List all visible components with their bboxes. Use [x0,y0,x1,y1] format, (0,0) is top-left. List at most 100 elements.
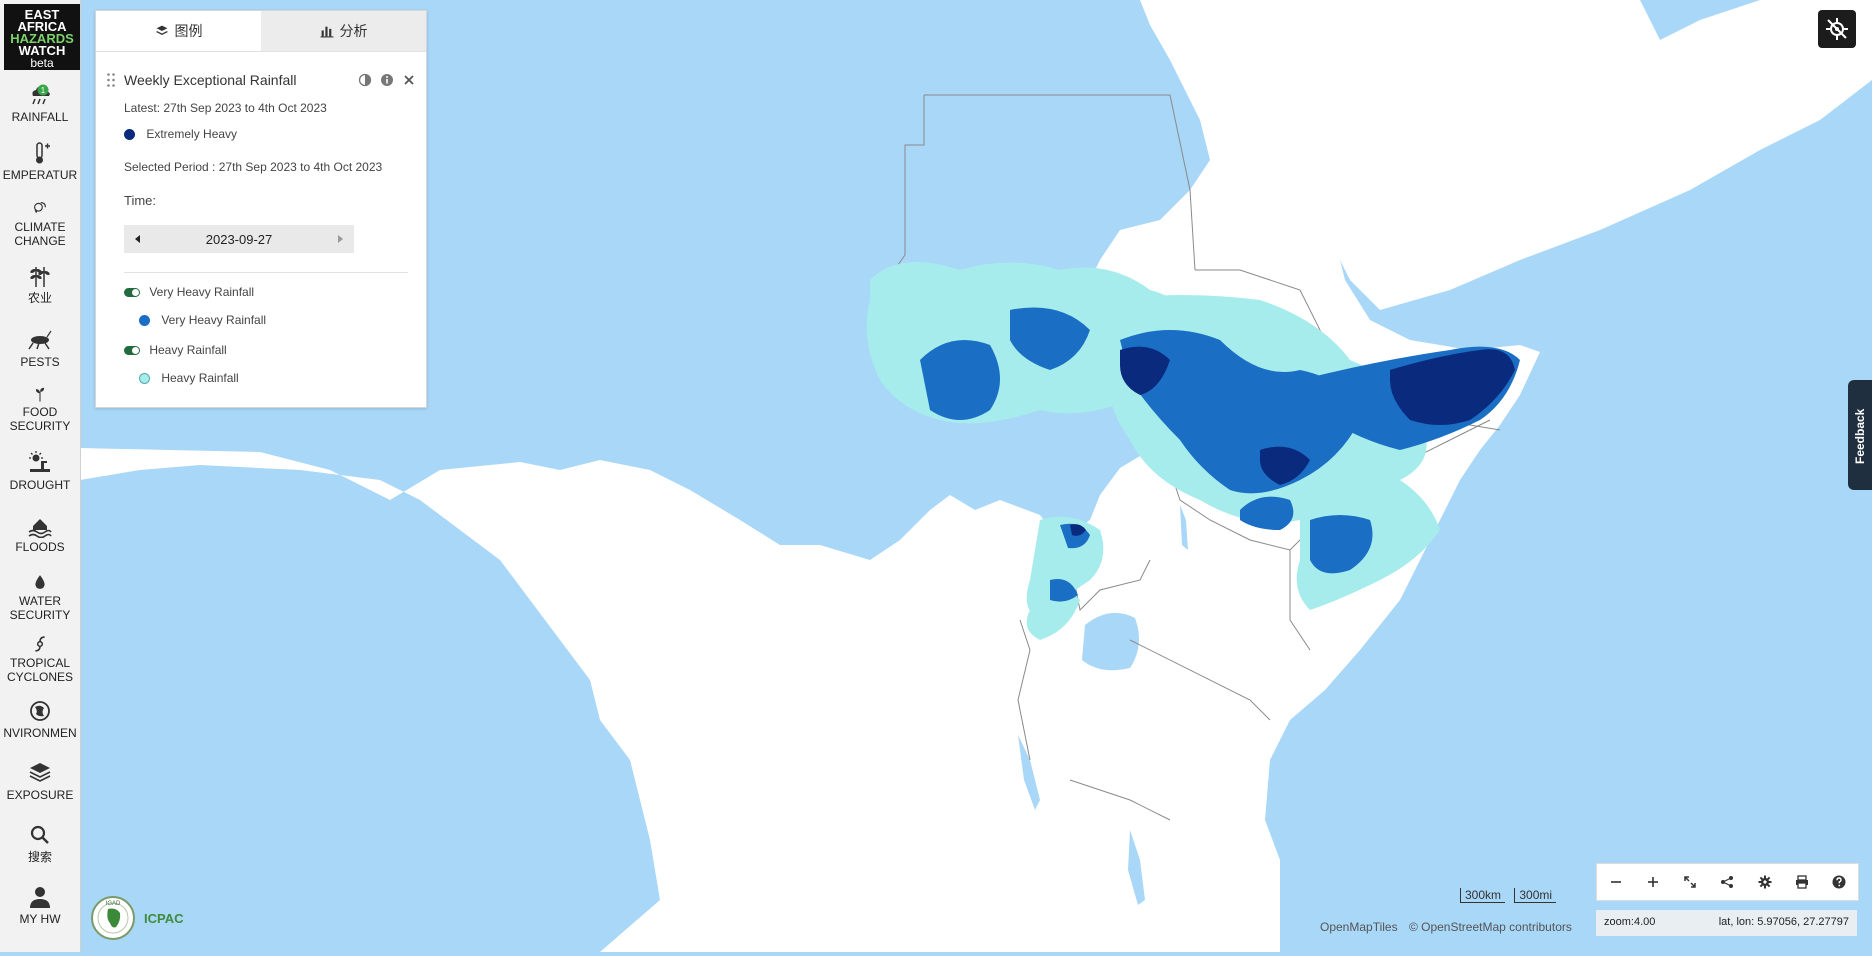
wheat-icon [30,267,50,287]
print-button[interactable] [1791,871,1813,893]
legend-label: Heavy Rainfall [161,371,239,385]
time-next-button[interactable] [326,225,354,253]
search-icon [30,825,49,844]
sidebar-item-food-security[interactable]: FOOD SECURITY [0,385,80,433]
logo-line-2: AFRICA [17,19,67,34]
sidebar-item-agriculture[interactable]: 农业 [0,263,80,305]
sidebar-item-label: 农业 [27,291,52,305]
lake-turkana [1180,505,1188,550]
lake-tanganyika [1018,735,1040,810]
layer-header: Weekly Exceptional Rainfall [106,69,416,91]
logo-line-3: HAZARDS [10,31,74,46]
toggle-switch[interactable] [124,346,140,356]
sublayer-label: Heavy Rainfall [149,343,227,357]
sidebar-item-tropical-cyclones[interactable]: TROPICAL CYCLONES [0,634,80,684]
layers-icon [155,25,168,35]
map-canvas[interactable] [80,0,1872,952]
selected-period: Selected Period : 27th Sep 2023 to 4th O… [124,160,383,174]
app-logo[interactable]: EAST AFRICA HAZARDS WATCH beta [4,4,80,70]
settings-button[interactable] [1754,871,1776,893]
environment-icon [30,701,50,721]
legend-label: Extremely Heavy [146,127,238,141]
print-icon [1796,875,1809,889]
feedback-tab[interactable]: Feedback [1848,380,1872,490]
logo-beta-badge: beta [30,56,54,70]
landmass-africa [80,0,1540,952]
opacity-icon[interactable] [358,73,372,87]
legend-item-extremely-heavy: Extremely Heavy [124,127,237,141]
attribution-osm[interactable]: © OpenStreetMap contributors [1408,920,1572,934]
fullscreen-button[interactable] [1679,871,1701,893]
sidebar-item-label: EXPOSURE [6,788,74,802]
sidebar-item-label: CLIMATE CHANGE [14,220,66,248]
rain-cloud-icon: 1 [32,84,50,105]
sidebar-item-climate-change[interactable]: CLIMATE CHANGE [0,198,80,248]
landmass-arabia [1260,0,1872,310]
latest-period: Latest: 27th Sep 2023 to 4th Oct 2023 [124,101,327,115]
climate-change-icon [34,202,46,214]
time-value[interactable]: 2023-09-27 [205,231,273,247]
sidebar-item-label: FLOODS [15,540,65,554]
geolocate-button[interactable] [1818,10,1856,48]
sidebar-item-rainfall[interactable]: 1 RAINFALL [0,82,80,124]
icpac-logo[interactable]: IGAD ICPAC [90,893,220,943]
igad-seal-icon: IGAD [91,896,135,940]
legend-swatch [124,129,135,141]
help-button[interactable] [1828,871,1850,893]
sidebar-item-water-security[interactable]: WATER SECURITY [0,572,80,622]
caret-left-icon [135,235,140,243]
drag-handle-icon[interactable] [106,72,116,88]
expand-icon [1684,876,1696,888]
sidebar-item-label: FOOD SECURITY [9,405,71,433]
sublayer-toggle-very-heavy[interactable]: Very Heavy Rainfall [124,285,254,299]
legend-swatch [139,373,150,385]
layer-actions [358,73,416,87]
minus-icon [1610,881,1621,883]
share-button[interactable] [1716,871,1738,893]
time-selector: 2023-09-27 [124,225,354,253]
panel-tabs: 图例 分析 [96,11,426,52]
toggle-switch[interactable] [124,288,140,298]
scale-mi: 300mi [1514,888,1557,903]
layers-icon [29,763,51,782]
sidebar-item-my-hw[interactable]: MY HW [0,884,80,926]
caret-right-icon [338,235,343,243]
coords-readout: lat, lon: 5.97056, 27.27797 [1718,916,1849,928]
drought-icon [29,451,50,472]
sidebar-item-pests[interactable]: PESTS [0,327,80,369]
logo-line-1: EAST [24,7,60,22]
tab-label: 图例 [174,23,203,39]
sidebar-item-temperature[interactable]: EMPERATUR [0,140,80,182]
sidebar-item-label: MY HW [19,912,61,926]
sidebar-item-floods[interactable]: FLOODS [0,512,80,554]
sidebar-item-label: NVIRONMEN [3,726,77,740]
close-icon[interactable] [402,73,416,87]
zoom-out-button[interactable] [1605,871,1627,893]
share-icon [1721,876,1734,888]
legend-label: Very Heavy Rainfall [161,313,267,327]
sidebar-item-exposure[interactable]: EXPOSURE [0,760,80,802]
locust-icon [28,330,52,350]
sidebar-item-label: EMPERATUR [2,168,78,182]
sidebar-item-environment[interactable]: NVIRONMEN [0,698,80,740]
lake-victoria [1082,612,1139,671]
time-prev-button[interactable] [124,225,152,253]
sidebar-item-label: RAINFALL [11,110,69,124]
water-drop-icon [35,575,45,589]
sidebar-item-label: PESTS [20,355,60,369]
map-readout: zoom:4.00 lat, lon: 5.97056, 27.27797 [1596,910,1857,936]
zoom-in-button[interactable] [1642,871,1664,893]
map-svg [80,0,1872,952]
attribution-tiles[interactable]: OpenMapTiles [1320,920,1398,934]
sidebar-item-search[interactable]: 搜索 [0,822,80,864]
scale-km: 300km [1460,888,1506,903]
sublayer-toggle-heavy[interactable]: Heavy Rainfall [124,343,227,357]
sidebar-item-label: WATER SECURITY [9,594,71,622]
tab-analysis[interactable]: 分析 [261,11,426,51]
info-icon[interactable] [380,73,394,87]
tab-label: 分析 [339,23,368,39]
sidebar-item-drought[interactable]: DROUGHT [0,450,80,492]
scale-bar: 300km 300mi [1460,888,1620,903]
legend-item-very-heavy: Very Heavy Rainfall [139,313,266,327]
tab-legend[interactable]: 图例 [96,11,261,51]
